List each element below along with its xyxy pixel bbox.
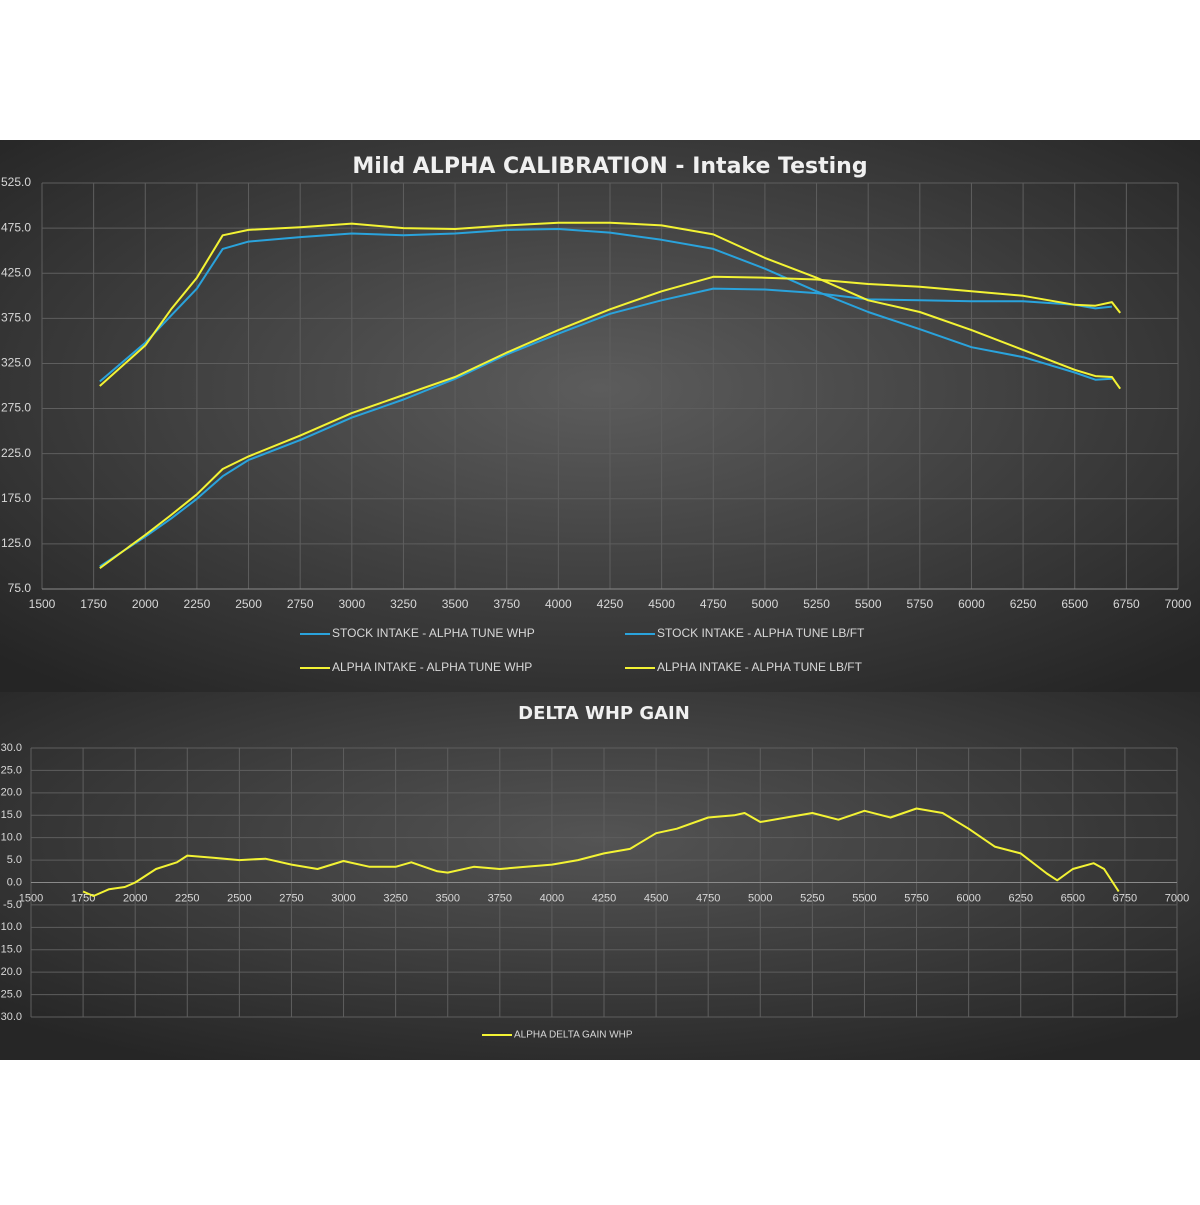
chart-title: DELTA WHP GAIN [518,703,690,724]
x-tick-label: 2500 [235,597,262,611]
x-tick-label: 2000 [123,892,147,904]
y-tick-label: -5.0 [3,899,22,911]
y-tick-label: 20.0 [1,787,22,799]
x-tick-label: 5250 [800,892,824,904]
x-tick-label: 6750 [1113,597,1140,611]
x-tick-label: 5000 [752,597,779,611]
x-tick-label: 2750 [287,597,314,611]
x-tick-label: 3250 [390,597,417,611]
y-tick-label: 125.0 [1,536,31,550]
y-tick-label: 375.0 [1,311,31,325]
x-tick-label: 2750 [279,892,303,904]
x-tick-label: 4750 [696,892,720,904]
y-tick-label: 425.0 [1,265,31,279]
x-tick-label: 3250 [383,892,407,904]
y-tick-label: 10.0 [1,832,22,844]
x-tick-label: 4500 [644,892,668,904]
x-tick-label: 2500 [227,892,251,904]
x-tick-label: 1750 [71,892,95,904]
y-tick-label: 275.0 [1,401,31,415]
series-line [99,228,1112,383]
x-tick-label: 7000 [1165,597,1192,611]
series-line [82,807,1120,897]
x-tick-label: 5750 [904,892,928,904]
series-line [99,275,1121,570]
x-tick-label: 1500 [19,892,43,904]
y-tick-label: 225.0 [1,446,31,460]
x-tick-label: 2000 [132,597,159,611]
x-tick-label: 3750 [488,892,512,904]
y-tick-label: 15.0 [1,809,22,821]
x-tick-label: 2250 [184,597,211,611]
y-tick-label: -10.0 [0,921,22,933]
x-tick-label: 2250 [175,892,199,904]
y-tick-label: 175.0 [1,491,31,505]
x-tick-label: 4000 [540,892,564,904]
y-tick-label: 75.0 [8,581,32,595]
x-tick-label: 6000 [958,597,985,611]
x-tick-label: 4750 [700,597,727,611]
chart-title: Mild ALPHA CALIBRATION - Intake Testing [352,154,867,179]
x-tick-label: 3000 [331,892,355,904]
x-tick-label: 5500 [855,597,882,611]
x-tick-label: 6000 [956,892,980,904]
x-tick-label: 6500 [1061,597,1088,611]
legend-label: ALPHA DELTA GAIN WHP [514,1030,633,1041]
y-tick-label: 25.0 [1,764,22,776]
legend-label: ALPHA INTAKE - ALPHA TUNE LB/FT [657,660,863,674]
x-tick-label: 6750 [1113,892,1137,904]
y-tick-label: 30.0 [1,742,22,754]
x-tick-label: 3500 [442,597,469,611]
y-tick-label: -25.0 [0,988,22,1000]
x-tick-label: 5250 [803,597,830,611]
x-tick-label: 4000 [545,597,572,611]
legend-label: STOCK INTAKE - ALPHA TUNE WHP [332,626,535,640]
x-tick-label: 1750 [80,597,107,611]
y-tick-label: 325.0 [1,356,31,370]
x-tick-label: 6500 [1061,892,1085,904]
series-line [99,221,1122,390]
x-tick-label: 5500 [852,892,876,904]
y-tick-label: -15.0 [0,944,22,956]
y-tick-label: -30.0 [0,1011,22,1023]
x-tick-label: 6250 [1010,597,1037,611]
x-tick-label: 6250 [1008,892,1032,904]
x-tick-label: 7000 [1165,892,1189,904]
y-tick-label: 475.0 [1,220,31,234]
x-tick-label: 4250 [597,597,624,611]
x-tick-label: 4250 [592,892,616,904]
x-tick-label: 1500 [29,597,56,611]
x-tick-label: 4500 [648,597,675,611]
y-tick-label: 0.0 [7,876,22,888]
y-tick-label: 525.0 [1,175,31,189]
series-line [99,287,1113,568]
x-tick-label: 5000 [748,892,772,904]
x-tick-label: 3000 [338,597,365,611]
x-tick-label: 5750 [906,597,933,611]
y-tick-label: -20.0 [0,966,22,978]
panel-bottom [0,692,1200,1060]
x-tick-label: 3750 [493,597,520,611]
legend-label: ALPHA INTAKE - ALPHA TUNE WHP [332,660,532,674]
y-tick-label: 5.0 [7,854,22,866]
x-tick-label: 3500 [435,892,459,904]
legend-label: STOCK INTAKE - ALPHA TUNE LB/FT [657,626,865,640]
